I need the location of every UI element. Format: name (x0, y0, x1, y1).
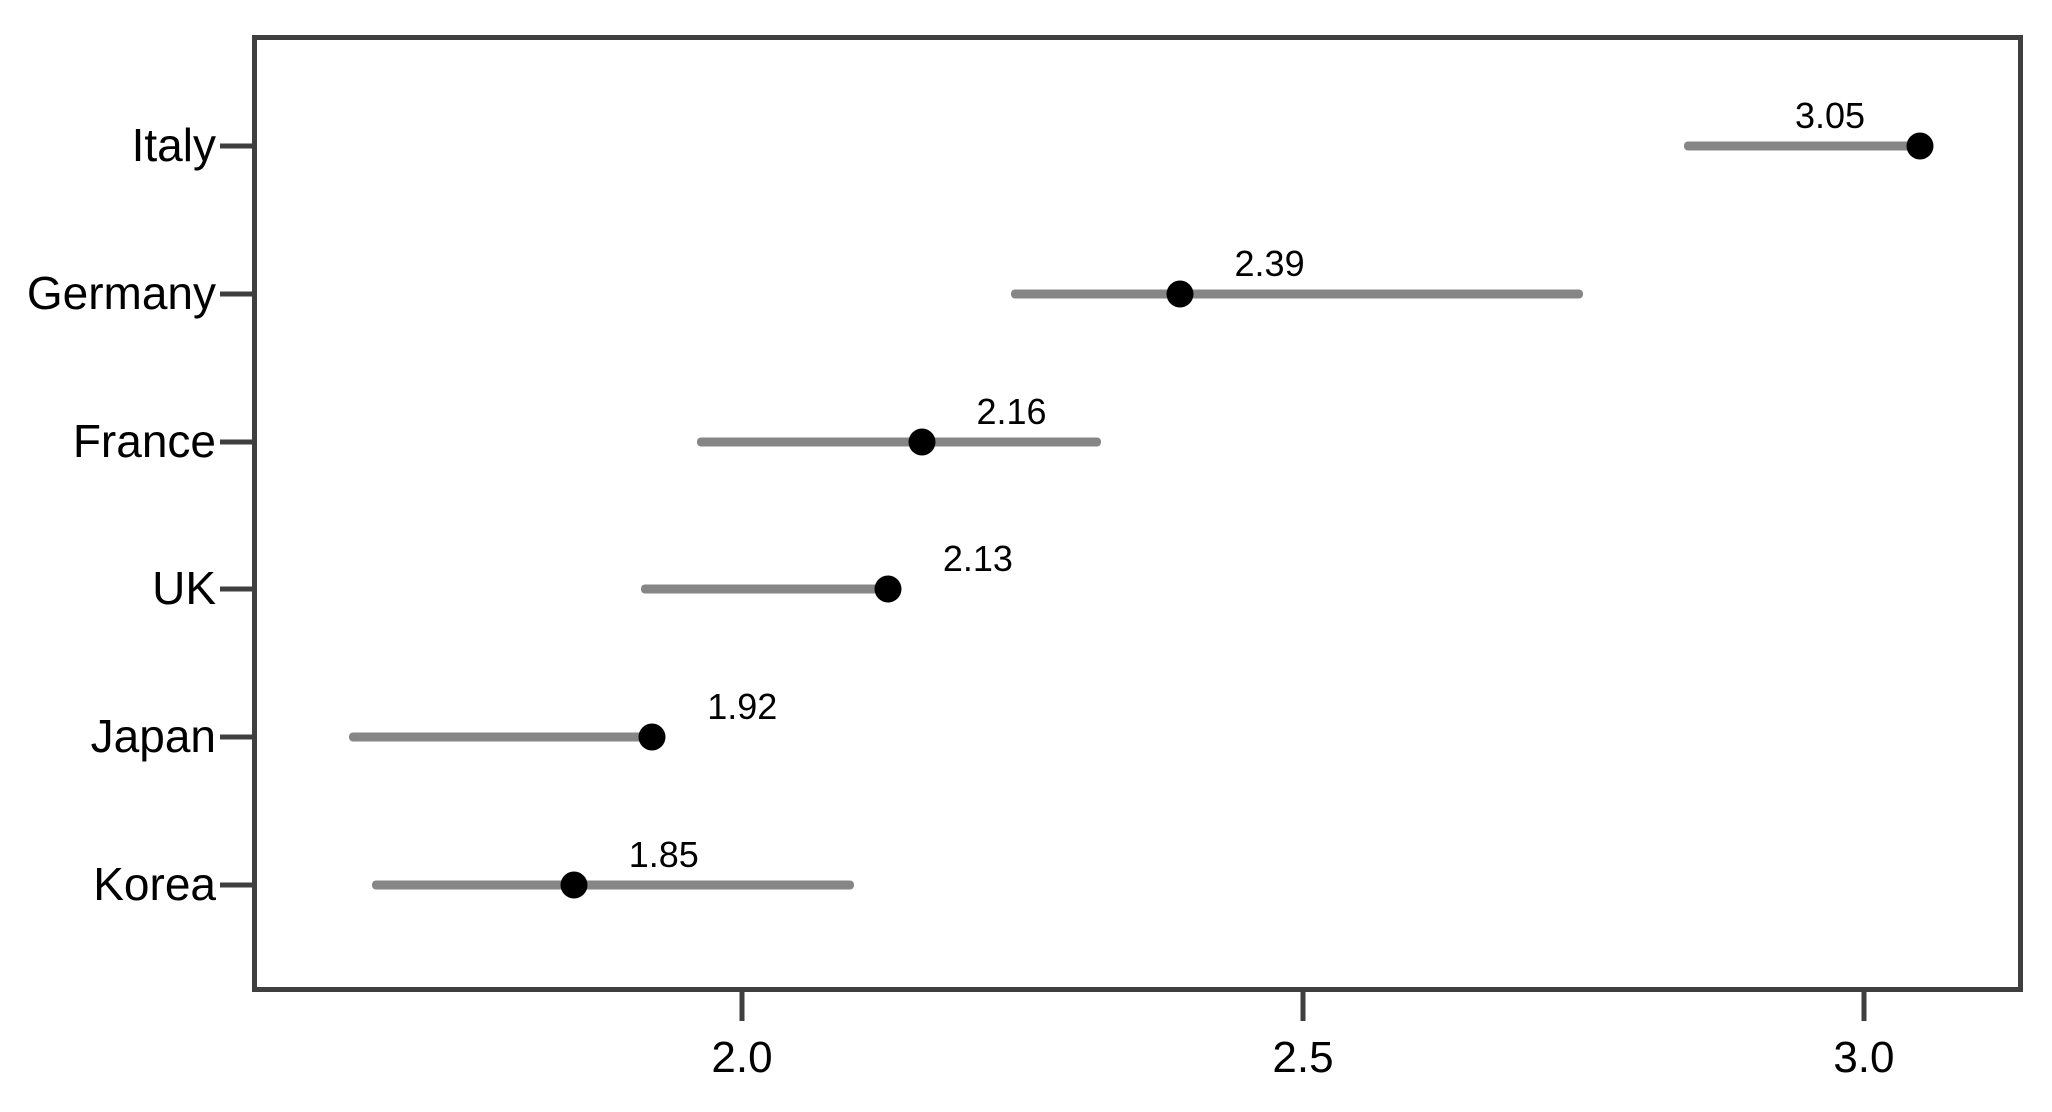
y-axis-tick (220, 439, 252, 445)
x-axis-tick-label: 3.0 (1833, 1033, 1895, 1082)
y-axis-tick (220, 143, 252, 149)
range-line (371, 880, 855, 890)
plot-area (252, 35, 2023, 992)
y-axis-tick (220, 586, 252, 592)
x-axis-tick (1300, 990, 1306, 1021)
value-label: 1.92 (707, 686, 778, 728)
value-label: 1.85 (628, 834, 699, 875)
category-label: France (72, 414, 216, 467)
value-label: 3.05 (1794, 95, 1866, 136)
value-label: 2.16 (976, 390, 1047, 432)
category-label: Korea (93, 858, 216, 911)
x-axis-tick-label: 2.5 (1272, 1033, 1334, 1082)
value-label: 2.13 (942, 538, 1013, 580)
range-line (641, 584, 888, 594)
y-axis-tick (220, 291, 252, 297)
value-label: 2.39 (1234, 242, 1305, 284)
y-axis-tick (220, 734, 252, 740)
data-point (1166, 280, 1194, 308)
category-label: Italy (131, 119, 216, 172)
range-line (1011, 289, 1584, 299)
data-point (874, 575, 902, 603)
x-axis-tick-label: 2.0 (711, 1033, 773, 1082)
data-point (1906, 132, 1934, 160)
category-label: Japan (90, 710, 216, 763)
data-point (908, 428, 936, 456)
category-label: Germany (26, 266, 216, 319)
x-axis-tick (1861, 990, 1867, 1021)
range-line (697, 437, 1102, 447)
category-label: UK (152, 562, 216, 615)
range-line (349, 732, 653, 742)
range-line (1684, 141, 1921, 151)
x-axis-tick (739, 990, 745, 1021)
data-point (638, 723, 666, 751)
data-point (560, 871, 588, 899)
y-axis-tick (220, 882, 252, 888)
